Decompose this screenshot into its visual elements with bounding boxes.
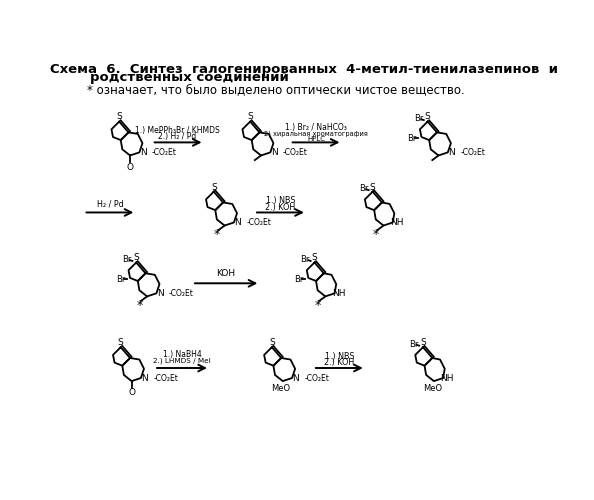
Text: S: S (211, 182, 217, 192)
Text: Br: Br (407, 134, 417, 143)
Text: N: N (157, 289, 164, 298)
Text: O: O (128, 388, 135, 397)
Text: -CO₂Et: -CO₂Et (247, 218, 271, 227)
Text: S: S (269, 338, 275, 347)
Text: 1.) Br₂ / NaHCO₃: 1.) Br₂ / NaHCO₃ (285, 124, 347, 132)
Text: KOH: KOH (217, 269, 236, 278)
Text: O: O (127, 162, 134, 172)
Text: *: * (314, 299, 321, 312)
Text: Br: Br (122, 255, 132, 264)
Text: 1.) NBS: 1.) NBS (266, 196, 295, 205)
Text: -CO₂Et: -CO₂Et (283, 148, 308, 157)
Text: Br: Br (413, 114, 423, 123)
Text: S: S (312, 254, 317, 262)
Text: *: * (214, 228, 220, 241)
Text: 2.) H₂ / Pd: 2.) H₂ / Pd (158, 132, 197, 140)
Text: NH: NH (390, 218, 403, 227)
Text: S: S (116, 112, 122, 122)
Text: S: S (425, 112, 431, 122)
Text: Br: Br (116, 275, 125, 284)
Text: NH: NH (440, 374, 454, 382)
Text: HPLC: HPLC (307, 136, 325, 142)
Text: 1.) MePPh₃Br / KHMDS: 1.) MePPh₃Br / KHMDS (135, 126, 220, 136)
Text: -CO₂Et: -CO₂Et (304, 374, 329, 382)
Text: родственных соединений: родственных соединений (90, 71, 289, 84)
Text: -CO₂Et: -CO₂Et (153, 374, 178, 382)
Text: Br: Br (409, 340, 418, 348)
Text: S: S (134, 254, 139, 262)
Text: Br: Br (301, 255, 310, 264)
Text: S: S (420, 338, 426, 347)
Text: H₂ / Pd: H₂ / Pd (96, 200, 124, 208)
Text: N: N (292, 374, 299, 382)
Text: N: N (140, 148, 147, 157)
Text: N: N (448, 148, 455, 157)
Text: S: S (118, 338, 124, 347)
Text: Br: Br (359, 184, 368, 193)
Text: Схема  6.  Синтез  галогенированных  4-метил-тиенилазепинов  и: Схема 6. Синтез галогенированных 4-метил… (50, 62, 558, 76)
Text: S: S (247, 112, 253, 122)
Text: *: * (136, 299, 143, 312)
Text: 2.) LHMDS / MeI: 2.) LHMDS / MeI (153, 358, 211, 364)
Text: NH: NH (332, 289, 345, 298)
Text: * означает, что было выделено оптически чистое вещество.: * означает, что было выделено оптически … (87, 83, 465, 96)
Text: N: N (271, 148, 277, 157)
Text: 2.) KOH: 2.) KOH (324, 358, 355, 367)
Text: *: * (372, 228, 379, 241)
Text: S: S (369, 182, 375, 192)
Text: -CO₂Et: -CO₂Et (169, 289, 194, 298)
Text: 1.) NaBH4: 1.) NaBH4 (163, 350, 201, 360)
Text: 1.) NBS: 1.) NBS (324, 352, 354, 361)
Text: -CO₂Et: -CO₂Et (460, 148, 485, 157)
Text: 2.) KOH: 2.) KOH (266, 202, 296, 211)
Text: 2) хиральная хроматография: 2) хиральная хроматография (264, 130, 368, 137)
Text: MeO: MeO (423, 384, 442, 394)
Text: N: N (141, 374, 148, 382)
Text: MeO: MeO (271, 384, 290, 394)
Text: -CO₂Et: -CO₂Et (151, 148, 176, 157)
Text: Br: Br (294, 275, 304, 284)
Text: N: N (235, 218, 241, 227)
